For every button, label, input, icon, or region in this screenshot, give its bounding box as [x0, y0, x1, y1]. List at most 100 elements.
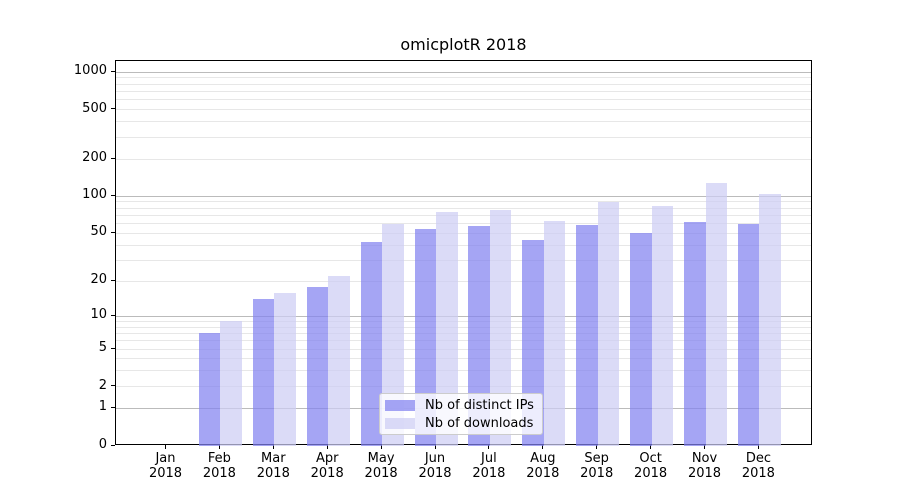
x-tick-label: Jun 2018	[403, 451, 467, 481]
y-tick	[111, 231, 115, 233]
bar-nb-of-distinct-ips-dec	[737, 223, 760, 446]
x-tick-label-year: 2018	[472, 466, 506, 481]
gridline-minor	[116, 99, 811, 101]
y-tick-label: 1000	[73, 63, 107, 79]
bar-nb-of-downloads-aug	[543, 220, 566, 446]
legend-swatch-nb-of-distinct-ips	[385, 399, 415, 411]
legend-label-nb-of-downloads: Nb of downloads	[425, 415, 534, 431]
x-tick-label-month: Apr	[315, 451, 339, 466]
x-tick-label-month: Jun	[424, 451, 446, 466]
x-tick-label-year: 2018	[310, 466, 344, 481]
x-tick-label: Dec 2018	[726, 451, 790, 481]
bar-nb-of-distinct-ips-may	[360, 242, 383, 446]
gridline-major	[116, 71, 811, 73]
gridline-minor	[116, 223, 811, 225]
gridline-minor	[116, 348, 811, 350]
x-tick	[218, 445, 220, 449]
y-tick	[111, 70, 115, 72]
x-tick	[434, 445, 436, 449]
y-tick-label: 10	[90, 307, 107, 323]
chart-title: omicplotR 2018	[400, 35, 527, 54]
gridline-minor	[116, 370, 811, 372]
x-tick-label: Sep 2018	[565, 451, 629, 481]
gridline-minor	[116, 340, 811, 342]
x-tick-label-month: Sep	[584, 451, 609, 466]
bar-nb-of-downloads-dec	[759, 194, 781, 446]
gridline-minor	[116, 201, 811, 203]
plot-area	[115, 60, 812, 446]
bar-nb-of-distinct-ips-jul	[468, 226, 490, 446]
gridline-minor	[116, 259, 811, 261]
bar-nb-of-downloads-may	[382, 224, 404, 446]
bar-nb-of-downloads-feb	[220, 321, 242, 446]
legend: Nb of distinct IPs Nb of downloads	[379, 393, 543, 435]
bar-nb-of-downloads-oct	[651, 206, 674, 446]
x-tick-label-year: 2018	[741, 466, 775, 481]
gridline-minor	[116, 386, 811, 388]
x-tick-label-month: Jul	[481, 451, 497, 466]
bar-nb-of-downloads-nov	[705, 183, 727, 446]
y-tick-label: 0	[98, 437, 107, 452]
x-tick-label-year: 2018	[580, 466, 614, 481]
gridline-major	[116, 315, 811, 317]
y-tick-label: 200	[82, 150, 107, 166]
x-tick-label-year: 2018	[148, 466, 183, 481]
x-tick-label-month: Dec	[745, 451, 771, 466]
y-tick	[111, 406, 115, 408]
gridline-minor	[116, 332, 811, 334]
bar-nb-of-distinct-ips-mar	[252, 299, 275, 446]
bar-nb-of-distinct-ips-feb	[198, 333, 221, 446]
x-tick-label-month: Oct	[639, 451, 662, 466]
gridline-minor	[116, 326, 811, 328]
x-tick-label-year: 2018	[256, 466, 290, 481]
y-tick	[111, 279, 115, 281]
y-tick-label: 20	[90, 272, 107, 288]
x-tick-label: Feb 2018	[187, 451, 251, 481]
bar-nb-of-distinct-ips-apr	[306, 286, 329, 446]
x-tick	[650, 445, 652, 449]
x-tick	[380, 445, 382, 449]
x-tick-label-month: Jan	[155, 451, 176, 466]
bar-nb-of-downloads-apr	[328, 276, 350, 446]
x-tick-label-year: 2018	[687, 466, 722, 481]
x-tick-label: Apr 2018	[295, 451, 359, 481]
gridline-minor	[116, 136, 811, 138]
x-tick-label-month: May	[367, 451, 395, 466]
y-tick	[111, 157, 115, 159]
gridline-minor	[116, 83, 811, 85]
y-tick	[111, 194, 115, 196]
x-tick-label: May 2018	[349, 451, 413, 481]
gridline-minor	[116, 358, 811, 360]
x-tick-label: Nov 2018	[673, 451, 737, 481]
gridline-minor	[116, 207, 811, 209]
y-tick-label: 2	[98, 377, 107, 393]
x-tick-label-year: 2018	[364, 466, 398, 481]
y-tick	[111, 108, 115, 110]
bar-nb-of-downloads-jun	[436, 211, 458, 446]
x-tick	[488, 445, 490, 449]
x-tick-label: Oct 2018	[619, 451, 683, 481]
x-tick	[596, 445, 598, 449]
legend-swatch-nb-of-downloads	[385, 417, 415, 429]
y-tick-label: 5	[98, 340, 107, 356]
gridline-minor	[116, 244, 811, 246]
y-tick	[111, 385, 115, 387]
y-tick	[111, 347, 115, 349]
bar-nb-of-distinct-ips-nov	[684, 221, 706, 446]
gridline-minor	[116, 158, 811, 160]
x-tick	[704, 445, 705, 449]
gridline-minor	[116, 232, 811, 234]
x-tick	[326, 445, 328, 449]
x-tick-label-month: Feb	[207, 451, 231, 466]
gridline-minor	[116, 90, 811, 92]
y-tick-label: 500	[82, 100, 107, 116]
bar-nb-of-distinct-ips-sep	[576, 225, 598, 446]
legend-label-nb-of-distinct-ips: Nb of distinct IPs	[425, 397, 534, 413]
x-tick-label: Jul 2018	[457, 451, 521, 481]
x-tick-label: Aug 2018	[511, 451, 575, 481]
y-tick-label: 1	[98, 399, 107, 415]
y-tick	[111, 444, 115, 446]
bar-nb-of-downloads-sep	[597, 201, 620, 446]
x-tick-label-month: Aug	[530, 451, 556, 466]
gridline-minor	[116, 109, 811, 111]
